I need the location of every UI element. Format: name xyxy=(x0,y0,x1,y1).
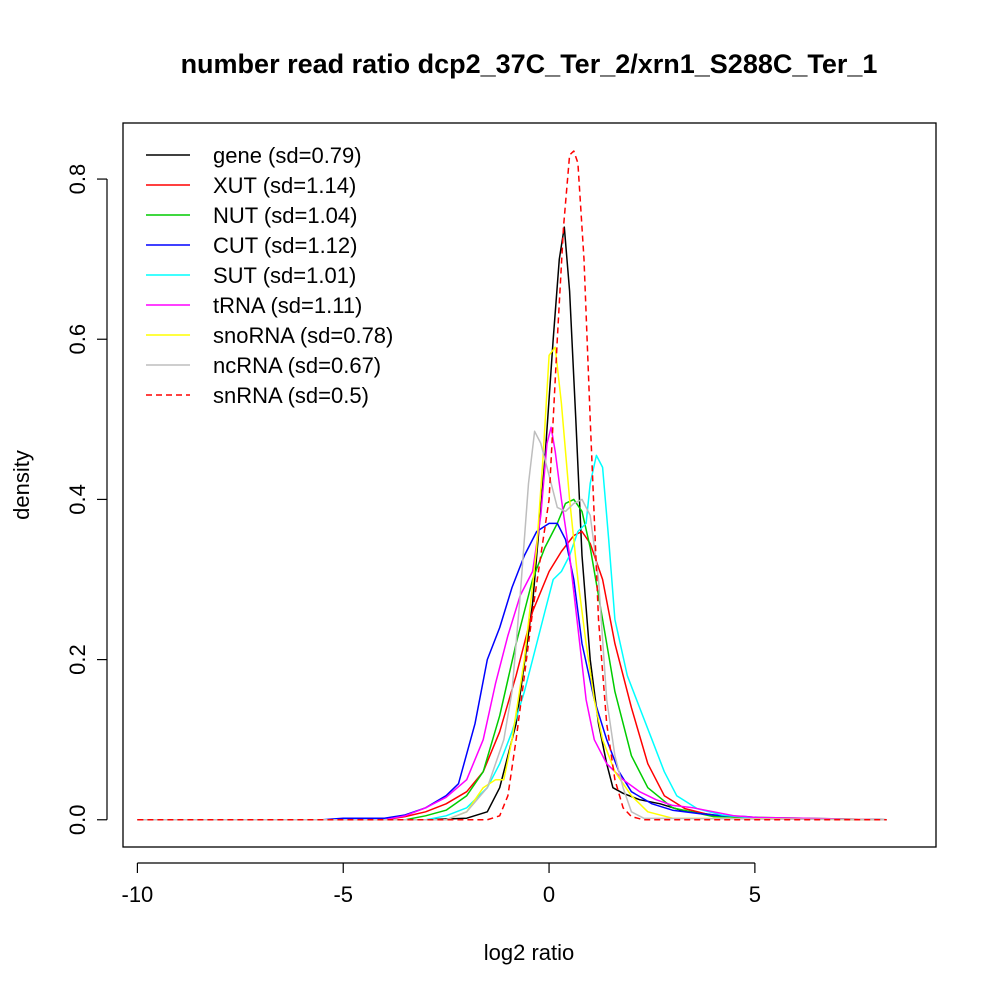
legend-label: snRNA (sd=0.5) xyxy=(213,383,369,408)
legend: gene (sd=0.79) XUT (sd=1.14) NUT (sd=1.04)… xyxy=(146,143,393,408)
legend-item: ncRNA (sd=0.67) xyxy=(146,353,381,378)
legend-item: CUT (sd=1.12) xyxy=(146,233,357,258)
legend-item: SUT (sd=1.01) xyxy=(146,263,356,288)
legend-label: NUT (sd=1.04) xyxy=(213,203,357,228)
legend-label: CUT (sd=1.12) xyxy=(213,233,357,258)
y-tick-label: 0.8 xyxy=(65,164,90,195)
legend-item: tRNA (sd=1.11) xyxy=(146,293,362,318)
y-tick-label: 0.4 xyxy=(65,484,90,515)
series-line-4 xyxy=(137,454,887,821)
x-axis-label: log2 ratio xyxy=(484,940,575,965)
y-axis: 0.0 0.2 0.4 0.6 0.8 xyxy=(65,164,108,836)
y-tick-label: 0.0 xyxy=(65,805,90,836)
legend-item: XUT (sd=1.14) xyxy=(146,173,356,198)
series-line-5 xyxy=(137,426,887,821)
y-tick-label: 0.6 xyxy=(65,324,90,355)
series-line-0 xyxy=(137,226,887,821)
legend-label: SUT (sd=1.01) xyxy=(213,263,356,288)
legend-item: snoRNA (sd=0.78) xyxy=(146,323,393,348)
plot-frame xyxy=(122,122,937,848)
x-axis: -10 -5 0 5 xyxy=(122,862,761,907)
x-tick-label: 0 xyxy=(543,882,555,907)
x-tick-label: -5 xyxy=(333,882,353,907)
legend-label: tRNA (sd=1.11) xyxy=(213,293,362,318)
chart-title: number read ratio dcp2_37C_Ter_2/xrn1_S2… xyxy=(181,49,878,79)
legend-label: XUT (sd=1.14) xyxy=(213,173,356,198)
legend-label: snoRNA (sd=0.78) xyxy=(213,323,393,348)
x-tick-label: -10 xyxy=(122,882,154,907)
y-axis-label: density xyxy=(9,450,34,520)
x-tick-label: 5 xyxy=(749,882,761,907)
y-tick-label: 0.2 xyxy=(65,644,90,675)
legend-item: gene (sd=0.79) xyxy=(146,143,362,168)
series-curves xyxy=(137,150,887,821)
series-line-2 xyxy=(137,498,887,821)
legend-item: snRNA (sd=0.5) xyxy=(146,383,369,408)
legend-item: NUT (sd=1.04) xyxy=(146,203,357,228)
legend-label: ncRNA (sd=0.67) xyxy=(213,353,381,378)
series-line-8 xyxy=(137,150,887,821)
series-line-7 xyxy=(137,430,887,821)
legend-label: gene (sd=0.79) xyxy=(213,143,362,168)
